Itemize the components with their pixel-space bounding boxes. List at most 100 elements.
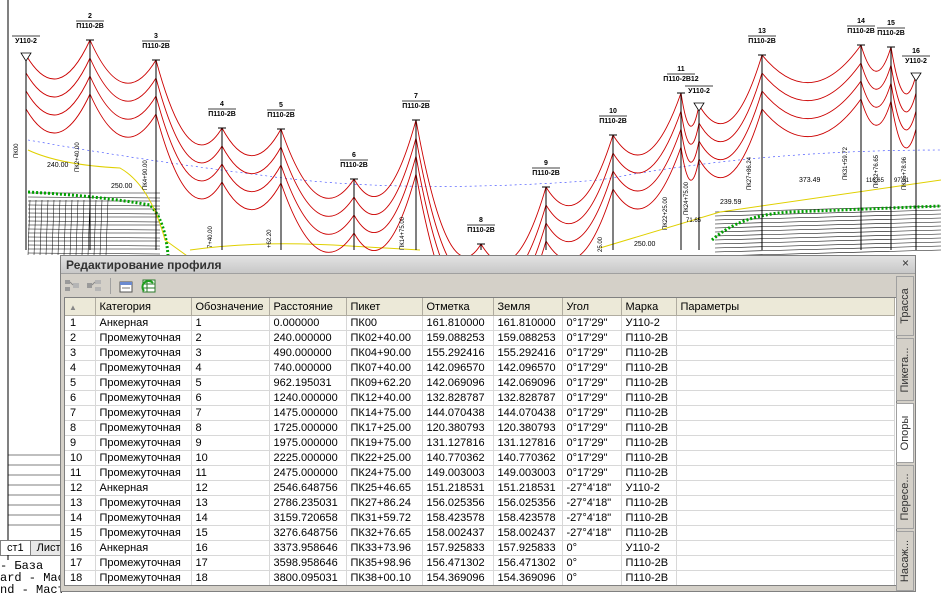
column-header-designation[interactable]: Обозначение <box>191 298 270 316</box>
cell-angle[interactable]: 0° <box>562 570 622 585</box>
panel-title-bar[interactable]: Редактирование профиля × <box>61 256 915 274</box>
cell-angle[interactable]: 0°17'29" <box>562 360 622 376</box>
cell-designation[interactable]: 10 <box>191 450 270 466</box>
cell-ground[interactable]: 131.127816 <box>493 435 563 451</box>
cell-parameters[interactable] <box>676 510 895 526</box>
cell-elevation[interactable]: 142.096570 <box>422 360 494 376</box>
cell-distance[interactable]: 1240.000000 <box>269 390 347 406</box>
cell-elevation[interactable]: 154.369096 <box>422 570 494 585</box>
cell-ground[interactable]: 154.369096 <box>493 570 563 585</box>
cell-row-number[interactable]: 12 <box>65 480 96 496</box>
cell-elevation[interactable]: 152.569096 <box>422 586 493 587</box>
cell-designation[interactable]: 6 <box>191 390 270 406</box>
cell-designation[interactable]: 11 <box>191 465 270 481</box>
cell-picket[interactable]: ПК04+90.00 <box>346 345 423 361</box>
cell-ground[interactable]: 158.423578 <box>493 510 563 526</box>
column-header-elevation[interactable]: Отметка <box>422 298 494 316</box>
cell-mark[interactable]: П110-2В <box>621 510 677 526</box>
cell-elevation[interactable]: 132.828787 <box>422 390 494 406</box>
insert-row-icon[interactable] <box>63 277 81 295</box>
cell-distance[interactable]: 3800.095031 <box>269 570 347 585</box>
cell-mark[interactable]: П110-2В <box>621 570 677 585</box>
cell-picket[interactable]: ПК35+98.96 <box>346 555 423 571</box>
cell-row-number[interactable]: 10 <box>65 450 96 466</box>
side-tab[interactable]: Опоры <box>896 403 914 463</box>
cell-designation[interactable]: 8 <box>191 420 270 436</box>
cell-picket[interactable]: ПК09+62.20 <box>346 375 423 391</box>
cell-parameters[interactable] <box>676 390 895 406</box>
cell-mark[interactable]: П110-2В <box>621 345 677 361</box>
cell-category[interactable]: Промежуточная <box>95 405 192 421</box>
table-row[interactable]: 1 Анкерная 1 0.000000 ПК00 161.810000 161.8100… <box>65 315 895 331</box>
cell-elevation[interactable]: 157.925833 <box>422 540 494 556</box>
cell-row-number[interactable]: 5 <box>65 375 96 391</box>
cell-angle[interactable]: 0° <box>562 540 622 556</box>
cell-distance[interactable]: 3598.958646 <box>269 555 347 571</box>
cell-designation[interactable]: 2 <box>191 330 270 346</box>
cell-distance[interactable]: 740.000000 <box>269 360 347 376</box>
cell-row-number[interactable]: 3 <box>65 345 96 361</box>
cell-mark[interactable]: П110-2В <box>621 555 677 571</box>
cell-picket[interactable]: ПК33+73.96 <box>346 540 423 556</box>
cell-parameters[interactable] <box>676 405 895 421</box>
refresh-table-icon[interactable] <box>140 277 158 295</box>
column-header-parameters[interactable]: Параметры <box>676 298 895 316</box>
side-tab[interactable]: Трасса <box>896 276 914 336</box>
cell-distance[interactable]: 1475.000000 <box>269 405 347 421</box>
cell-picket[interactable]: ПК07+40.00 <box>346 360 423 376</box>
cell-distance[interactable]: 962.195031 <box>269 375 347 391</box>
cell-distance[interactable]: 2225.000000 <box>269 450 347 466</box>
cell-category[interactable]: Анкерная <box>95 315 192 331</box>
cell-ground[interactable]: 158.002437 <box>493 525 563 541</box>
cell-parameters[interactable] <box>676 315 895 331</box>
cell-ground[interactable]: 155.292416 <box>493 345 563 361</box>
cell-ground[interactable]: 151.218531 <box>493 480 563 496</box>
cell-elevation[interactable]: 156.471302 <box>422 555 494 571</box>
cell-mark[interactable]: У110-2 <box>621 315 677 331</box>
cell-parameters[interactable] <box>676 345 895 361</box>
cell-angle[interactable]: 0°17'29" <box>562 435 622 451</box>
column-header-angle[interactable]: Угол <box>562 298 622 316</box>
cell-designation[interactable]: 9 <box>191 435 270 451</box>
cell-mark[interactable]: У110-2 <box>621 586 676 587</box>
cell-row-number[interactable]: 1 <box>65 315 96 331</box>
column-header-distance[interactable]: Расстояние <box>269 298 347 316</box>
cell-ground[interactable]: 159.088253 <box>493 330 563 346</box>
column-header-category[interactable]: Категория <box>95 298 192 316</box>
cell-angle[interactable]: -27°4'18" <box>562 525 622 541</box>
cell-designation[interactable]: 15 <box>191 525 270 541</box>
cell-picket[interactable]: ПК14+75.00 <box>346 405 423 421</box>
cell-angle[interactable]: 0°17'29" <box>562 420 622 436</box>
cell-picket[interactable]: ПК27+86.24 <box>346 495 423 511</box>
cell-distance[interactable]: 2546.648756 <box>269 480 347 496</box>
cell-parameters[interactable] <box>676 450 895 466</box>
cell-designation[interactable]: 1 <box>191 315 270 331</box>
cell-angle[interactable]: 0°17'29" <box>562 465 622 481</box>
cell-designation[interactable]: 7 <box>191 405 270 421</box>
cell-category[interactable]: Промежуточная <box>95 525 192 541</box>
cell-parameters[interactable] <box>676 525 895 541</box>
cell-elevation[interactable]: 131.127816 <box>422 435 494 451</box>
cell-parameters[interactable] <box>676 420 895 436</box>
table-row[interactable]: 7 Промежуточная 7 1475.000000 ПК14+75.00 144.… <box>65 405 895 421</box>
cell-category[interactable]: Промежуточная <box>95 420 192 436</box>
delete-row-icon[interactable] <box>85 277 103 295</box>
cell-designation[interactable]: 5 <box>191 375 270 391</box>
cell-mark[interactable]: П110-2В <box>621 375 677 391</box>
cell-category[interactable]: Анкерная <box>95 540 192 556</box>
cell-elevation[interactable]: 151.218531 <box>422 480 494 496</box>
cell-row-number[interactable]: 11 <box>65 465 96 481</box>
cell-category[interactable]: Промежуточная <box>95 330 192 346</box>
cell-row-number[interactable]: 17 <box>65 555 96 571</box>
cell-parameters[interactable] <box>676 465 895 481</box>
cell-category[interactable]: Анкерная <box>95 586 191 587</box>
cell-designation[interactable]: 18 <box>191 570 270 585</box>
cell-row-number[interactable]: 14 <box>65 510 96 526</box>
cell-picket[interactable]: ПК31+59.72 <box>346 510 423 526</box>
cell-distance[interactable]: 3373.958646 <box>269 540 347 556</box>
cell-designation[interactable]: 12 <box>191 480 270 496</box>
cell-mark[interactable]: П110-2В <box>621 405 677 421</box>
table-row[interactable]: 3 Промежуточная 3 490.000000 ПК04+90.00 155.2… <box>65 345 895 361</box>
cell-ground[interactable]: 161.810000 <box>493 315 563 331</box>
cell-parameters[interactable] <box>676 540 895 556</box>
